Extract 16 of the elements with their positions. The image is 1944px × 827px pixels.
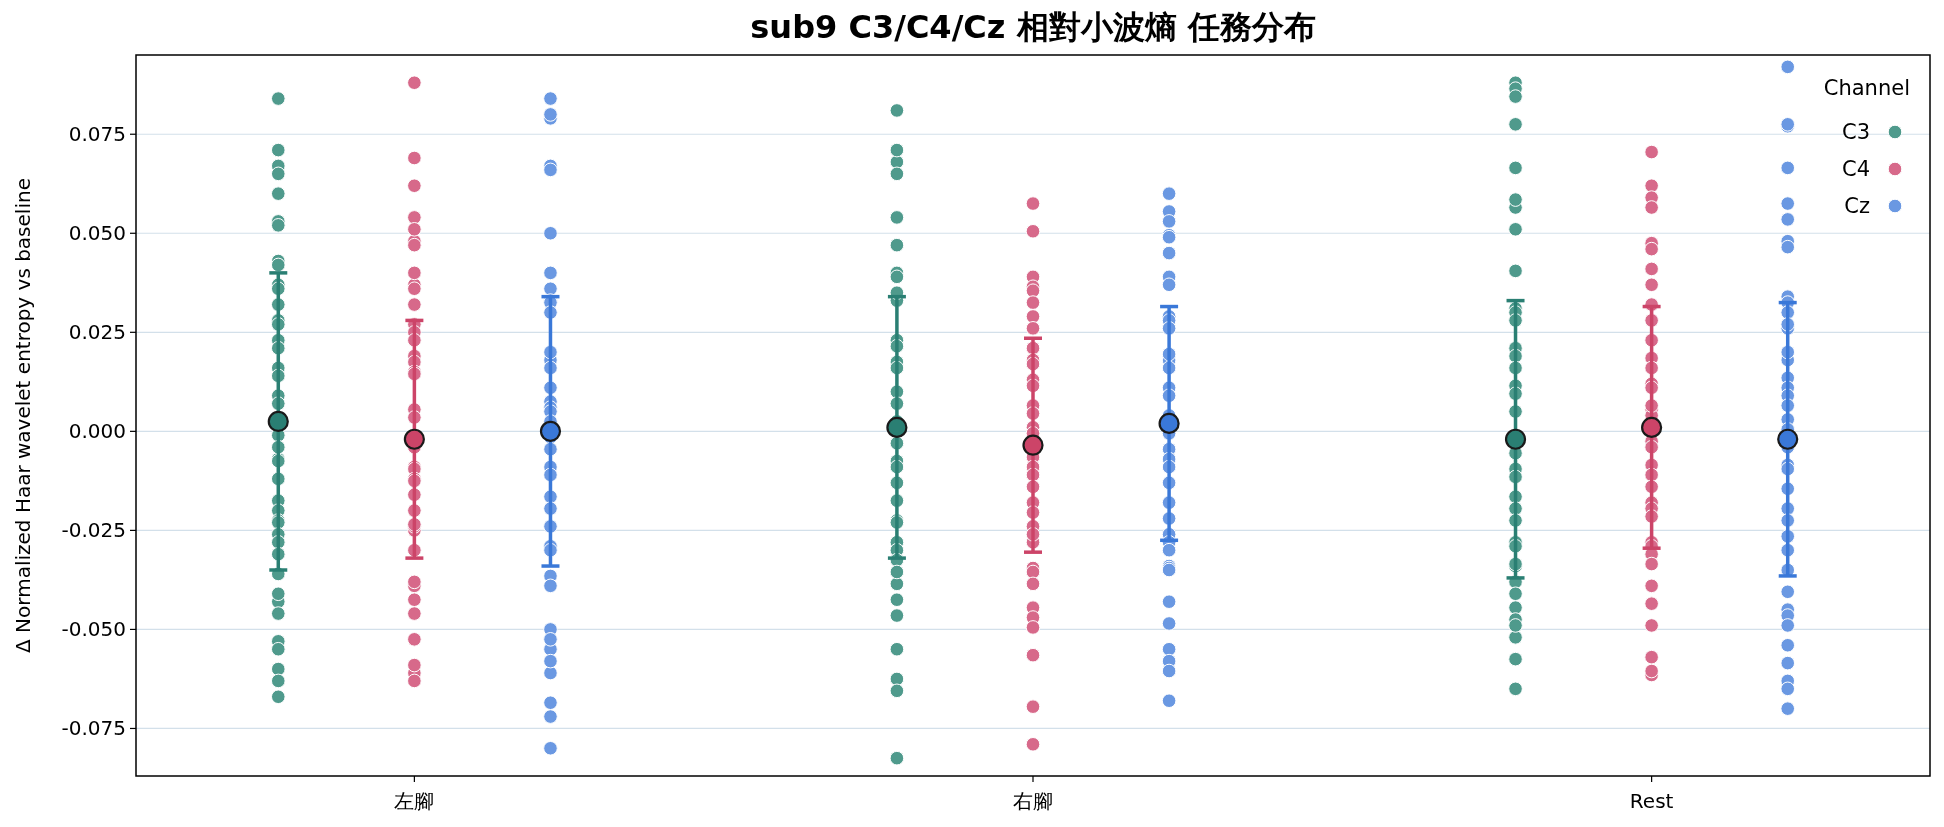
y-axis-title: Δ Normalized Haar wavelet entropy vs baseline [11,178,35,653]
chart-title: sub9 C3/C4/Cz 相對小波熵 任務分布 [750,8,1316,46]
legend-label: C4 [1841,157,1870,181]
y-tick-label: -0.025 [61,518,126,543]
y-tick-label: 0.050 [68,221,126,246]
y-tick-label: 0.025 [68,320,126,345]
x-tick-label: Rest [1629,789,1674,813]
x-tick-label: 左腳 [394,789,435,813]
y-tick-label: 0.075 [68,122,126,147]
y-tick-label: -0.075 [61,716,126,741]
y-tick-label: -0.050 [61,617,126,642]
legend-label: Cz [1844,194,1870,218]
x-tick-label: 右腳 [1013,789,1053,813]
y-tick-label: 0.000 [68,419,126,444]
legend-title: Channel [1823,76,1910,100]
legend-label: C3 [1841,120,1870,144]
